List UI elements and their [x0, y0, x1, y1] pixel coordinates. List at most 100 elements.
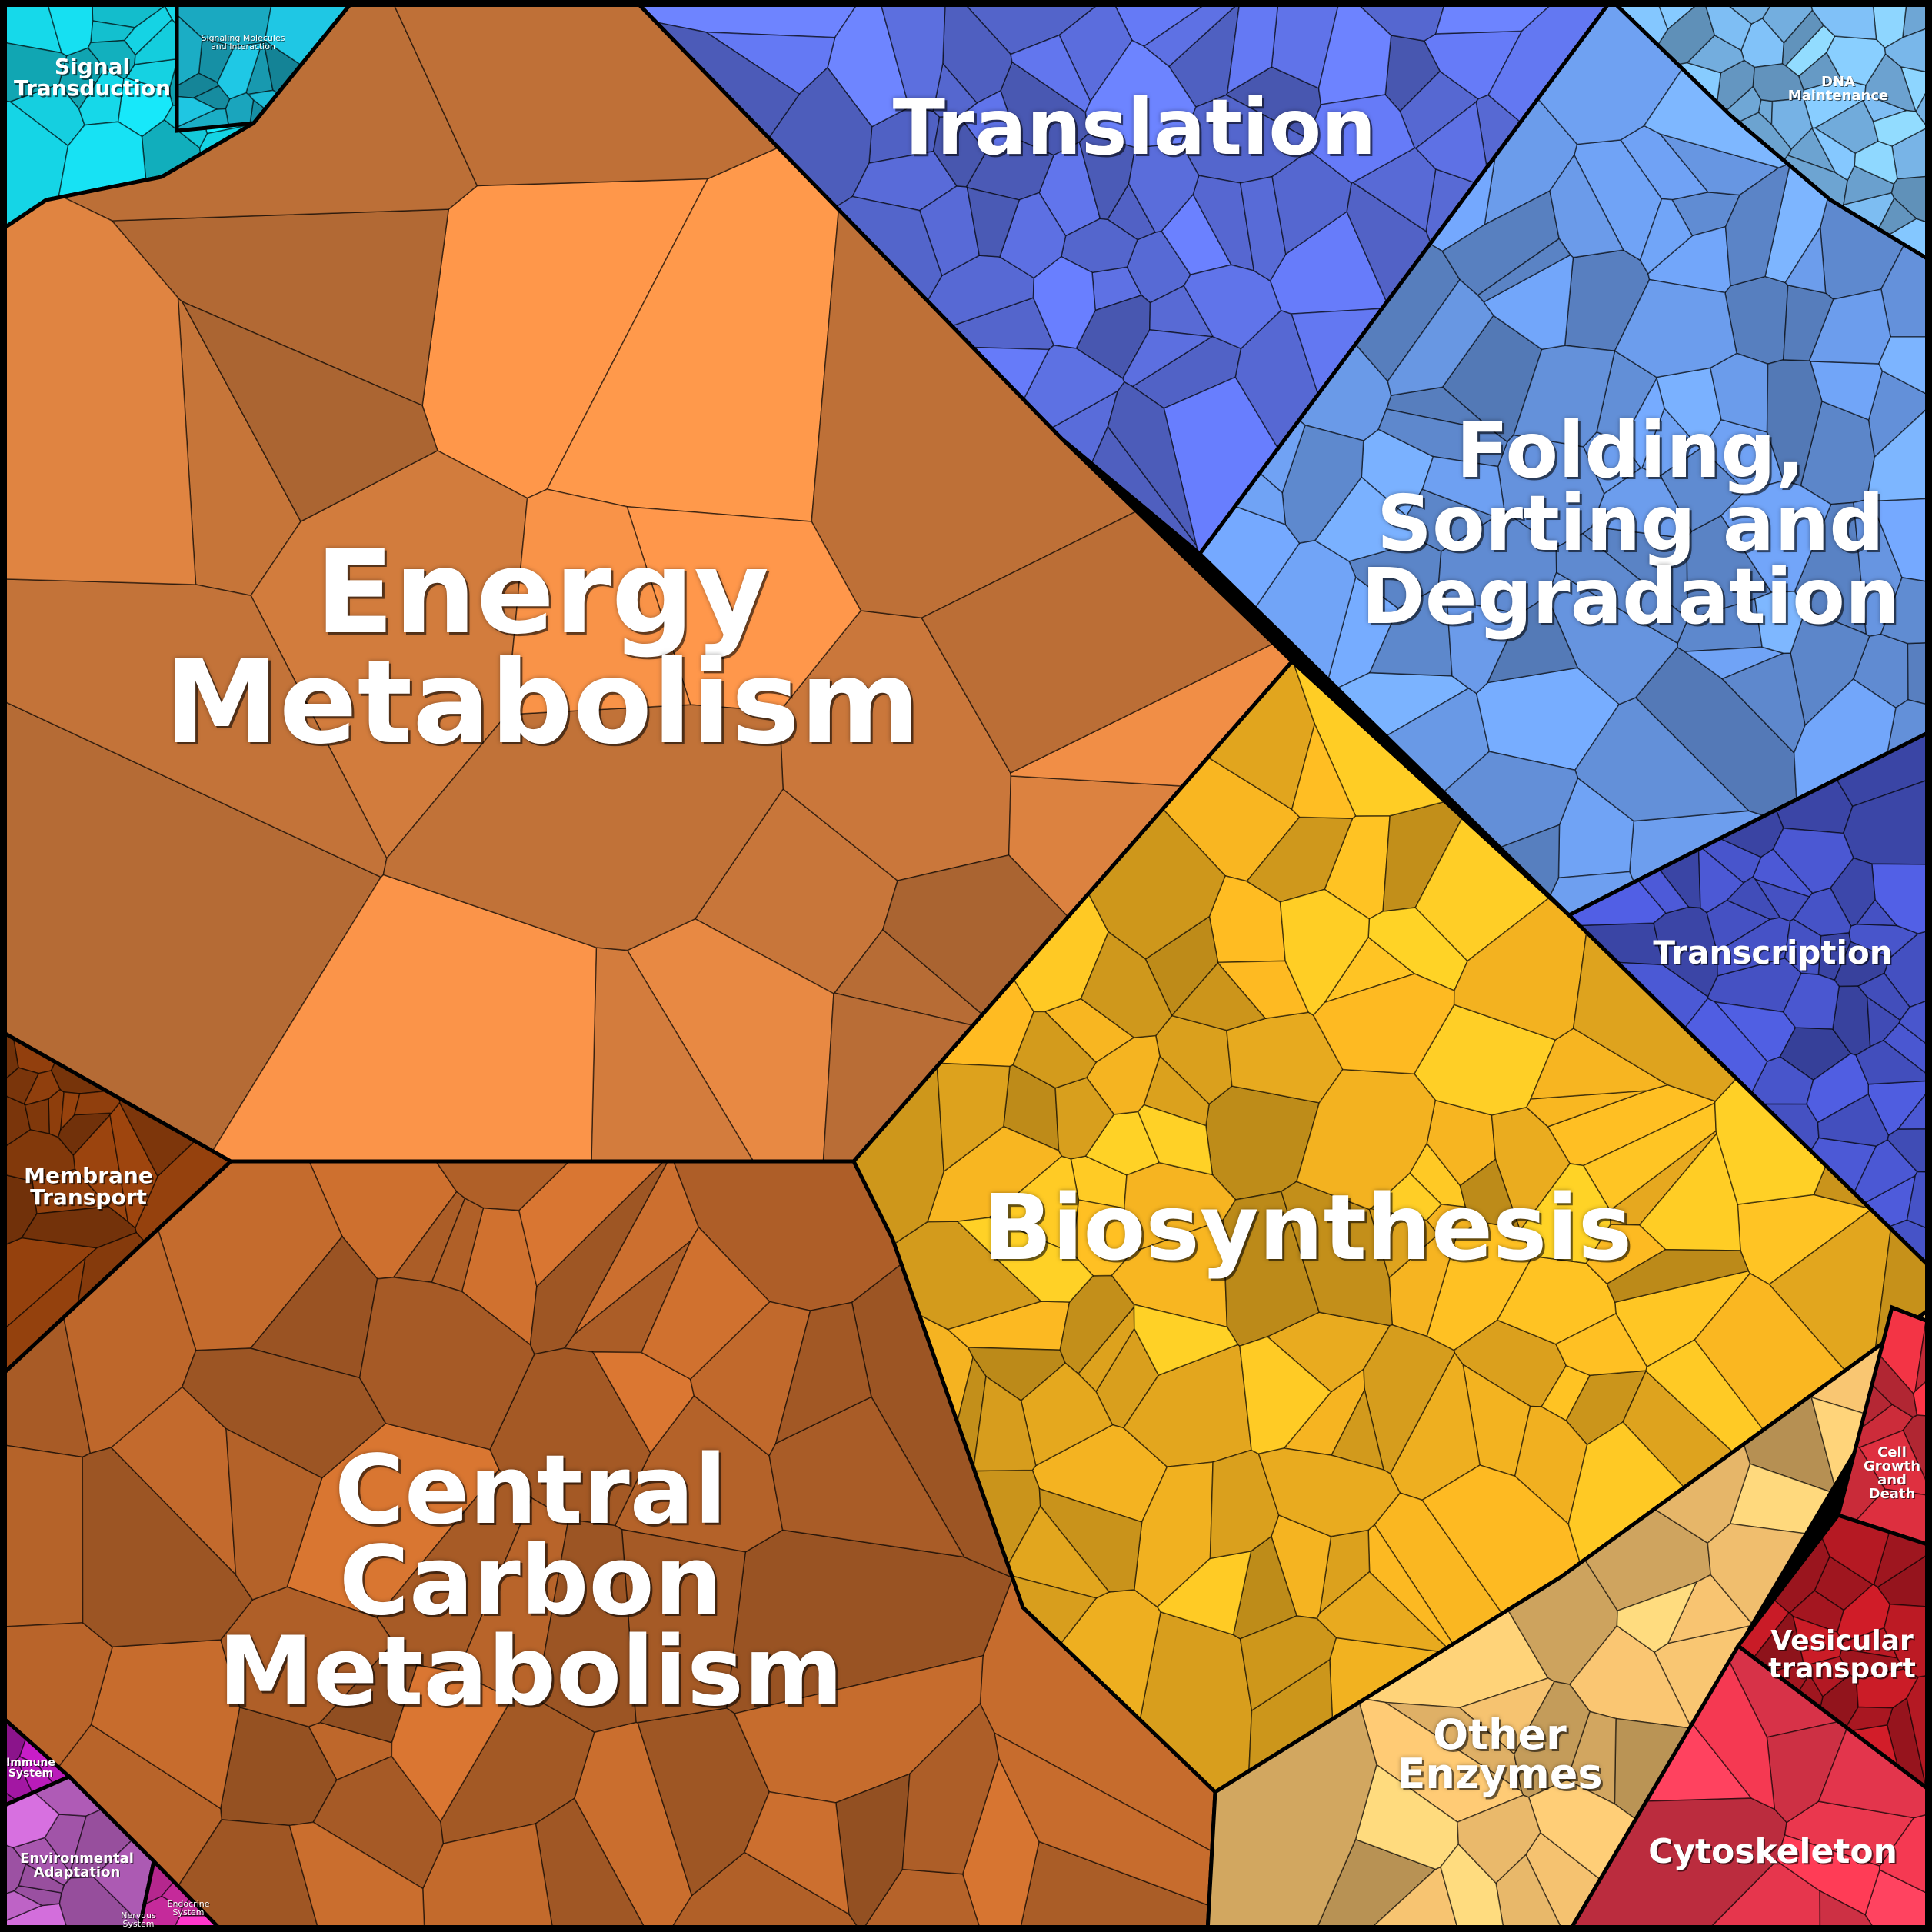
cell-transcription: [1782, 972, 1840, 1030]
cell-biosynthesis: [1080, 931, 1173, 1038]
cell-central-carbon: [0, 1444, 84, 1628]
cell-biosynthesis: [956, 1217, 1094, 1303]
cell-translation: [1183, 264, 1282, 350]
cell-biosynthesis: [1459, 1158, 1521, 1230]
cell-transcription: [1855, 1039, 1932, 1085]
cell-environmental: [0, 1890, 44, 1924]
cell-biosynthesis: [1133, 1304, 1239, 1377]
cell-transcription: [1898, 998, 1932, 1049]
cell-biosynthesis: [1295, 1068, 1437, 1211]
cell-cell-growth: [1902, 1414, 1932, 1494]
cell-translation: [1084, 39, 1197, 148]
cell-membrane: [21, 1205, 138, 1249]
cell-vesicular: [1792, 1615, 1844, 1666]
cell-folding: [1387, 278, 1494, 397]
cell-biosynthesis: [1156, 1550, 1252, 1636]
region-border-cell-growth: [1835, 1304, 1932, 1548]
cell-transcription: [1887, 1128, 1932, 1173]
cell-other-enzymes: [1457, 1794, 1541, 1884]
cell-biosynthesis: [1291, 721, 1357, 819]
cell-environmental: [18, 1863, 65, 1894]
cell-translation: [879, 0, 946, 112]
cell-translation: [1271, 149, 1352, 255]
cell-folding: [1724, 163, 1790, 287]
cell-cytoskeleton: [1819, 1890, 1877, 1932]
cell-dna: [1703, 0, 1753, 52]
cell-folding: [1405, 488, 1497, 552]
cell-folding: [1754, 591, 1807, 655]
region-membrane: [0, 1028, 235, 1380]
cell-central-carbon: [774, 1301, 872, 1445]
region-dna: [1608, 0, 1932, 264]
region-cell-growth: [1835, 1304, 1932, 1548]
region-vesicular: [1735, 1513, 1932, 1795]
region-border-other-enzymes: [1205, 1304, 1932, 1932]
region-border-folding: [1197, 0, 1932, 918]
cell-central-carbon: [768, 1396, 966, 1558]
cell-translation: [1143, 0, 1241, 68]
cell-biosynthesis: [1171, 961, 1267, 1031]
cell-biosynthesis: [1257, 1447, 1401, 1537]
cell-central-carbon: [621, 1528, 747, 1724]
region-cytoskeleton: [1567, 1643, 1932, 1932]
cell-dna: [1809, 0, 1877, 41]
cell-biosynthesis: [1368, 1208, 1439, 1279]
cell-central-carbon: [225, 1427, 323, 1601]
cell-translation: [1307, 94, 1416, 184]
cell-biosynthesis: [1714, 1078, 1827, 1205]
cell-biosynthesis: [1520, 1163, 1611, 1264]
region-biosynthesis: [851, 658, 1932, 1795]
cell-folding: [1866, 403, 1932, 502]
cell-biosynthesis: [1038, 1487, 1143, 1593]
cell-central-carbon: [901, 1702, 1000, 1875]
cell-vesicular: [1807, 1655, 1850, 1698]
cell-transcription: [1784, 918, 1822, 975]
cell-translation: [932, 115, 987, 188]
cell-folding: [1880, 577, 1932, 645]
cell-dna: [1884, 25, 1932, 74]
cell-folding: [1368, 586, 1453, 677]
cell-central-carbon: [288, 1821, 425, 1932]
cell-signal: [87, 39, 136, 80]
cell-folding: [1421, 455, 1505, 518]
cell-energy: [391, 0, 780, 187]
cell-central-carbon: [358, 1276, 535, 1451]
cell-translation: [1032, 255, 1096, 349]
cell-energy: [181, 300, 438, 523]
cell-folding: [1639, 198, 1694, 275]
cell-biosynthesis: [1606, 1248, 1750, 1304]
cell-biosynthesis: [1054, 1077, 1115, 1160]
cell-folding: [1782, 284, 1834, 361]
cell-central-carbon: [640, 1226, 771, 1381]
cell-folding: [1555, 532, 1689, 645]
cell-folding: [1621, 376, 1665, 469]
cell-biosynthesis: [1239, 1615, 1337, 1712]
region-transcription: [1565, 728, 1932, 1272]
cell-biosynthesis: [1012, 1011, 1098, 1089]
region-signaling-molecules: [175, 0, 357, 133]
region-border-cytoskeleton: [1567, 1643, 1932, 1932]
region-folding: [1197, 0, 1932, 918]
cell-dna: [1752, 63, 1804, 102]
cell-dna: [1811, 127, 1856, 182]
cell-central-carbon: [535, 1518, 637, 1734]
cell-folding: [1878, 336, 1932, 398]
cell-dna: [1872, 109, 1929, 147]
cell-transcription: [1806, 1052, 1869, 1124]
cell-translation: [966, 186, 1021, 258]
region-environmental: [0, 1774, 156, 1932]
cell-other-enzymes: [1616, 1581, 1698, 1654]
cell-folding: [1546, 571, 1679, 705]
cell-energy: [505, 488, 691, 715]
cell-biosynthesis: [1279, 888, 1371, 1016]
cell-dna: [1770, 97, 1814, 150]
region-border-vesicular: [1735, 1513, 1932, 1795]
cell-folding: [1614, 278, 1737, 378]
cell-folding: [1784, 225, 1827, 295]
region-energy: [0, 0, 1295, 1164]
cell-translation: [1487, 0, 1612, 123]
cell-folding: [1486, 595, 1579, 684]
